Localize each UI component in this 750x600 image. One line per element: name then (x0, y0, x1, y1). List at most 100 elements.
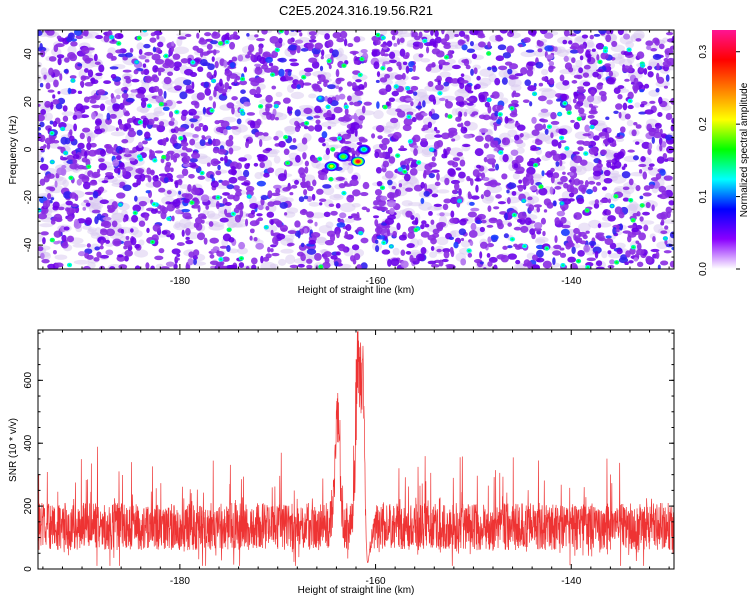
heatmap-blob (437, 80, 442, 86)
heatmap-blob (349, 101, 354, 106)
heatmap-blob (546, 202, 554, 209)
heatmap-blob (169, 232, 175, 240)
heatmap-blob (627, 104, 634, 110)
heatmap-blob (453, 241, 459, 249)
heatmap-blob (540, 108, 549, 113)
heatmap-blob (621, 65, 632, 73)
heatmap-blob (317, 74, 322, 79)
heatmap-hotspot-core (610, 205, 614, 208)
heatmap-blob (488, 168, 496, 172)
heatmap-blob (497, 201, 507, 205)
heatmap-blob (588, 240, 597, 246)
heatmap-blob (147, 175, 152, 183)
heatmap-hotspot-core (438, 92, 442, 95)
heatmap-blob (38, 246, 44, 252)
heatmap-blob (428, 94, 436, 102)
heatmap-hotspot-core (548, 125, 551, 128)
heatmap-blob (524, 79, 532, 87)
heatmap-haze (633, 30, 645, 40)
heatmap-blob (568, 33, 577, 37)
heatmap-blob (458, 228, 467, 236)
heatmap-blob (392, 230, 398, 238)
heatmap-hotspot-core (403, 170, 406, 173)
heatmap-blob (219, 157, 224, 162)
heatmap-blob (131, 78, 140, 83)
heatmap-blob (306, 258, 313, 264)
heatmap-blob (330, 210, 338, 216)
heatmap-blob (428, 110, 433, 117)
heatmap-blob (544, 128, 549, 135)
heatmap-hotspot-core (558, 113, 561, 116)
heatmap-blob (353, 253, 361, 261)
heatmap-blob (204, 88, 212, 96)
heatmap-blob (455, 96, 465, 103)
heatmap-blob (285, 76, 292, 81)
heatmap-blob (170, 46, 175, 53)
heatmap-blob (334, 261, 339, 267)
heatmap-blob (289, 191, 294, 196)
heatmap-blob (627, 232, 637, 238)
heatmap-blob (171, 248, 181, 255)
heatmap-blob (85, 202, 91, 207)
heatmap-blob (144, 213, 149, 221)
heatmap-blob (413, 148, 418, 156)
heatmap-blob (487, 236, 492, 244)
heatmap-blob (181, 168, 189, 177)
heatmap-blob (491, 162, 496, 169)
heatmap-blob (358, 124, 363, 129)
heatmap-blob (299, 32, 303, 37)
heatmap-blob (621, 171, 631, 179)
heatmap-hotspot-core (487, 98, 491, 101)
heatmap-blob (526, 261, 533, 269)
heatmap-blob (140, 69, 145, 75)
heatmap-blob (124, 255, 129, 262)
heatmap-blob (478, 172, 483, 177)
colorbar-tick-label: 0.3 (698, 44, 709, 58)
heatmap-hotspot-core (117, 42, 120, 45)
heatmap-blob (436, 172, 440, 181)
heatmap-blob (314, 42, 323, 50)
heatmap-hotspot-core (523, 245, 526, 248)
heatmap-haze (550, 262, 561, 268)
heatmap-haze (295, 142, 308, 152)
heatmap-blob (233, 207, 240, 214)
heatmap-blob (586, 53, 592, 58)
heatmap-hotspot-core (153, 159, 157, 162)
heatmap-haze (640, 220, 655, 225)
heatmap-blob (189, 158, 198, 163)
heatmap-blob (294, 109, 301, 117)
heatmap-blob (596, 54, 600, 61)
heatmap-blob (136, 129, 143, 136)
heatmap-blob (245, 141, 249, 149)
heatmap-blob (303, 126, 309, 130)
heatmap-blob (358, 136, 366, 141)
heatmap-blob (300, 181, 307, 189)
heatmap-haze (228, 248, 239, 254)
heatmap-blob (185, 236, 190, 241)
heatmap-blob (123, 240, 133, 248)
heatmap-blob (442, 203, 449, 211)
heatmap-hotspot-core (407, 115, 411, 118)
heatmap-blob (102, 220, 112, 229)
heatmap-blob (250, 209, 256, 215)
heatmap-blob (67, 87, 72, 95)
heatmap-blob (270, 229, 274, 236)
heatmap-hotspot-core (276, 48, 279, 51)
heatmap-hotspot-core (359, 232, 362, 235)
heatmap-haze (308, 201, 320, 207)
heatmap-blob (316, 188, 324, 195)
heatmap-hotspot-core (511, 238, 514, 241)
heatmap-hotspot-core (110, 36, 113, 39)
heatmap-blob (466, 102, 474, 106)
heatmap-blob (386, 66, 393, 72)
heatmap-blob (232, 185, 240, 190)
heatmap-blob (375, 125, 385, 133)
heatmap-blob (648, 128, 656, 137)
heatmap-blob (671, 35, 674, 44)
x-tick-label: -140 (561, 276, 581, 287)
heatmap-blob (50, 197, 55, 201)
heatmap-blob (469, 201, 475, 206)
heatmap-haze (254, 171, 263, 180)
heatmap-blob (91, 104, 101, 109)
heatmap-blob (231, 168, 237, 176)
